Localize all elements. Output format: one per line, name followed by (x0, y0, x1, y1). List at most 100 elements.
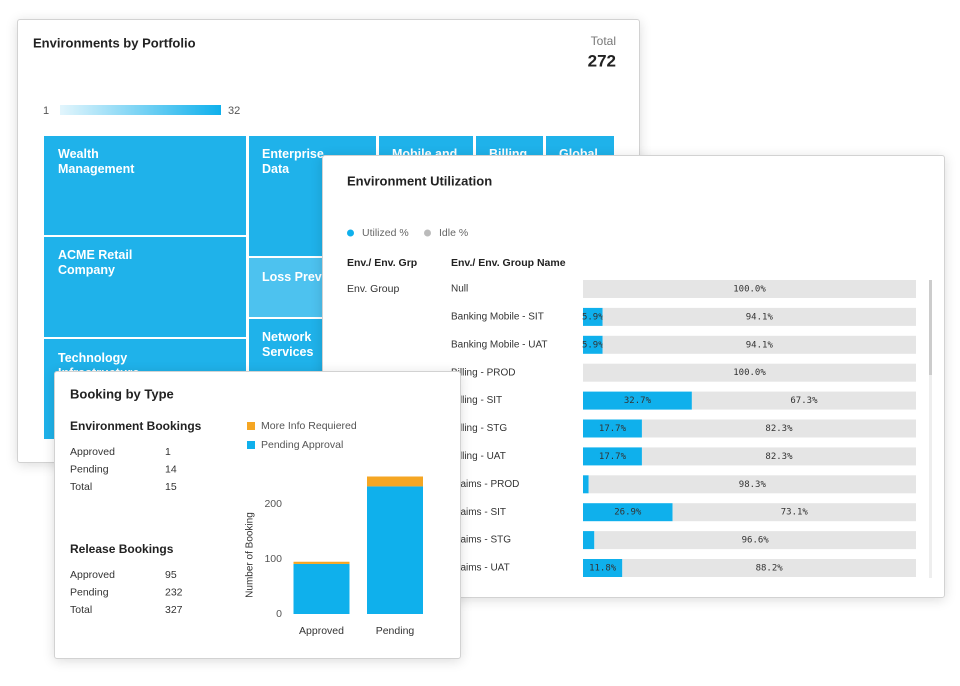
bar-segment (583, 335, 603, 354)
card-title: Booking by Type (70, 386, 174, 401)
tile-label: Loss Prev (262, 270, 322, 284)
bar-label: 82.3% (765, 452, 793, 462)
color-scale (60, 105, 221, 115)
row-value: 15 (165, 481, 177, 493)
bar-label: 32.7% (624, 396, 652, 406)
bar-label: 73.1% (781, 508, 809, 518)
row-label: Claims - SIT (451, 507, 506, 518)
x-tick-label: Approved (299, 625, 344, 637)
bar-segment (583, 559, 623, 577)
tile-label: Network Services (262, 330, 314, 359)
bar-segment (293, 561, 350, 564)
y-axis-label: Number of Booking (245, 512, 256, 598)
card-title: Environment Utilization (347, 173, 492, 188)
bar-segment (367, 476, 423, 487)
row-label: Approved (70, 446, 115, 458)
bar-segment (583, 391, 692, 410)
bar-segment (583, 307, 603, 326)
legend-marker (247, 422, 255, 430)
row-value: 1 (165, 446, 171, 458)
bar-label: 17.7% (599, 424, 627, 434)
table-title: Environment Bookings (70, 419, 202, 433)
row-label: Pending (70, 586, 109, 598)
row-label: Banking Mobile - UAT (451, 339, 548, 350)
bar-segment (583, 475, 589, 494)
tile-label: ACME Retail Company (58, 248, 133, 277)
table-title: Release Bookings (70, 542, 174, 556)
column-header: Env./ Env. Group Name (451, 257, 566, 269)
bar-segment (641, 419, 916, 438)
bar-segment (583, 531, 595, 550)
y-tick-label: 100 (264, 553, 282, 565)
x-tick-label: Pending (376, 625, 415, 637)
scrollbar[interactable] (929, 280, 932, 578)
card-title: Environments by Portfolio (33, 35, 196, 50)
bar-segment (583, 447, 642, 466)
row-label: Claims - UAT (451, 563, 510, 574)
bar-segment (293, 563, 350, 614)
legend-label: Pending Approval (261, 439, 343, 451)
row-value: 14 (165, 463, 177, 475)
legend-label: More Info Requiered (261, 420, 357, 432)
bar-label: 94.1% (746, 312, 774, 322)
row-value: 327 (165, 604, 183, 616)
row-label: Billing - UAT (451, 451, 506, 462)
row-label: Banking Mobile - SIT (451, 312, 544, 323)
row-label: Approved (70, 569, 115, 581)
bar-label: 100.0% (733, 285, 766, 295)
row-value: 232 (165, 586, 183, 598)
bar-segment (622, 559, 916, 577)
bar-label: 26.9% (614, 508, 642, 518)
row-label: Total (70, 604, 92, 616)
bar-segment (602, 307, 916, 326)
total-label: Total (591, 34, 616, 48)
row-label: Billing - STG (451, 423, 507, 434)
bar-label: 11.8% (589, 564, 617, 574)
bar-segment (588, 475, 916, 494)
bar-segment (672, 503, 916, 522)
bar-segment (583, 419, 642, 438)
bar-label: 17.7% (599, 452, 627, 462)
bar-label: 5.9% (582, 340, 604, 350)
tile (44, 237, 246, 337)
legend-marker (247, 441, 255, 449)
bar-segment (367, 486, 423, 614)
scrollbar-thumb[interactable] (929, 280, 932, 375)
bar-segment (691, 391, 916, 410)
group-label: Env. Group (347, 283, 399, 295)
bar-segment (583, 280, 916, 298)
total-value: 272 (588, 51, 616, 70)
legend-label: Utilized % (362, 227, 409, 239)
bar-label: 67.3% (790, 396, 818, 406)
bar-label: 88.2% (756, 564, 784, 574)
bar-label: 96.6% (742, 536, 770, 546)
legend-marker (347, 229, 354, 237)
row-label: Total (70, 481, 92, 493)
scale-min: 1 (43, 105, 49, 117)
tile (44, 136, 246, 235)
y-tick-label: 0 (276, 608, 282, 620)
bar-segment (641, 447, 916, 466)
row-label: Pending (70, 463, 109, 475)
tile-label: Wealth Management (58, 147, 135, 176)
bar-label: 94.1% (746, 340, 774, 350)
row-label: Claims - STG (451, 535, 511, 546)
row-label: Billing - PROD (451, 367, 515, 378)
bar-segment (583, 503, 673, 522)
scale-max: 32 (228, 105, 240, 117)
y-tick-label: 200 (264, 498, 282, 510)
bar-label: 100.0% (733, 368, 766, 378)
legend-marker (424, 229, 431, 237)
row-label: Claims - PROD (451, 479, 519, 490)
bar-segment (602, 335, 916, 354)
bar-segment (583, 363, 916, 382)
tile-label: Enterprise Data (262, 147, 324, 176)
row-value: 95 (165, 569, 177, 581)
row-label: Billing - SIT (451, 395, 502, 406)
row-label: Null (451, 284, 468, 295)
